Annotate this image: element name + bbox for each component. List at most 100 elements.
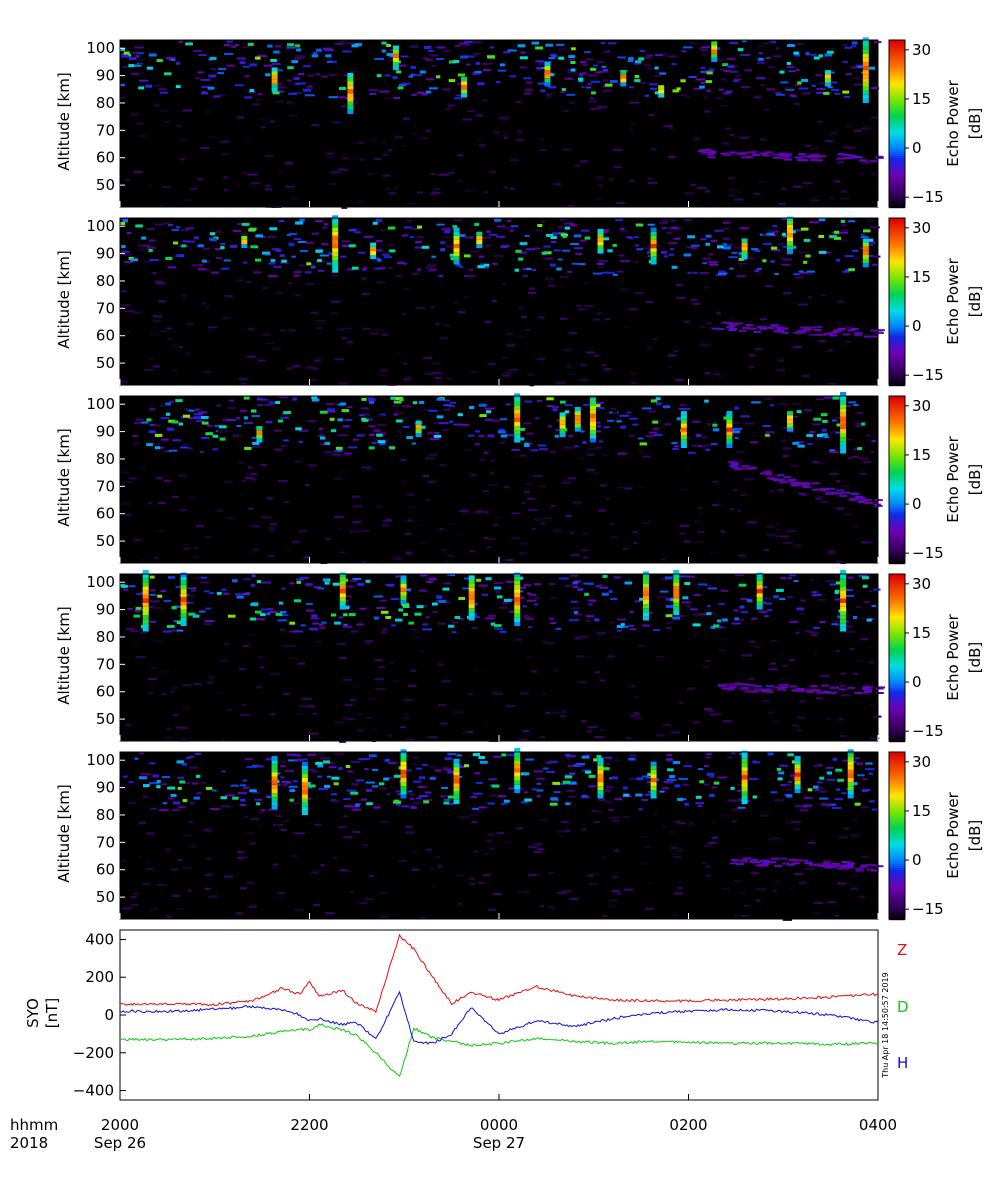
heatmap-cell: [269, 227, 278, 231]
heatmap-cell: [134, 757, 139, 760]
heatmap-cell: [178, 726, 188, 729]
heatmap-cell: [250, 818, 259, 821]
heatmap-cell: [168, 797, 174, 800]
echo-column-cell: [559, 412, 566, 417]
heatmap-cell: [303, 65, 311, 68]
heatmap-cell: [576, 763, 586, 766]
heatmap-cell: [179, 780, 186, 784]
heatmap-cell: [152, 272, 157, 274]
heatmap-cell: [438, 704, 447, 707]
heatmap-cell: [137, 244, 146, 247]
heatmap-cell: [630, 122, 637, 125]
heatmap-cell: [519, 56, 528, 60]
heatmap-cell: [307, 74, 316, 77]
heatmap-cell: [321, 621, 327, 624]
heatmap-cell: [671, 265, 678, 269]
heatmap-cell: [280, 765, 287, 768]
heatmap-cell: [252, 792, 261, 794]
heatmap-cell: [861, 127, 871, 130]
heatmap-cell: [524, 890, 530, 893]
colorbar-cell: [889, 234, 905, 237]
colorbar-tick-label: 15: [912, 624, 931, 642]
legend-label-D: D: [897, 998, 909, 1016]
heatmap-cell: [531, 269, 537, 271]
heatmap-cell: [467, 55, 475, 58]
heatmap-cell: [306, 609, 315, 612]
heatmap-cell: [564, 404, 573, 407]
heatmap-cell: [629, 685, 636, 688]
heatmap-cell: [490, 46, 495, 49]
heatmap-cell: [776, 528, 782, 531]
heatmap-cell: [593, 430, 602, 433]
heatmap-cell: [447, 171, 455, 174]
heatmap-cell: [379, 820, 390, 823]
heatmap-cell: [432, 602, 438, 606]
heatmap-cell: [602, 237, 610, 241]
y-tick-label: 80: [96, 272, 115, 290]
heatmap-cell: [167, 266, 177, 269]
heatmap-cell: [863, 690, 872, 693]
colorbar-cell: [889, 344, 905, 347]
heatmap-cell: [699, 85, 705, 89]
heatmap-cell: [813, 651, 818, 654]
heatmap-cell: [447, 104, 456, 107]
heatmap-cell: [638, 808, 644, 811]
y-tick-label: 60: [96, 327, 115, 345]
colorbar-cell: [889, 74, 905, 77]
heatmap-cell: [411, 850, 418, 853]
colorbar-cell: [889, 628, 905, 631]
heatmap-cell: [781, 263, 790, 266]
heatmap-cell: [685, 605, 692, 608]
colorbar-cell: [889, 64, 905, 67]
heatmap-cell: [873, 715, 882, 718]
colorbar-cell: [889, 200, 905, 203]
heatmap-cell: [334, 43, 344, 45]
heatmap-cell: [587, 874, 594, 877]
heatmap-cell: [704, 399, 709, 403]
heatmap-cell: [499, 118, 508, 121]
colorbar-tick-label: 30: [912, 41, 931, 59]
colorbar-cell: [889, 766, 905, 769]
heatmap-cell: [454, 97, 463, 100]
heatmap-cell: [778, 152, 787, 155]
heatmap-cell: [219, 140, 229, 143]
heatmap-cell: [834, 416, 840, 419]
heatmap-cell: [356, 623, 364, 626]
heatmap-cell: [816, 398, 825, 401]
heatmap-cell: [269, 672, 280, 675]
heatmap-cell: [854, 257, 859, 260]
heatmap-cell: [121, 245, 126, 249]
heatmap-cell: [279, 254, 285, 258]
heatmap-cell: [444, 408, 451, 411]
heatmap-cell: [836, 322, 842, 325]
heatmap-cell: [201, 421, 209, 425]
heatmap-cell: [778, 771, 785, 775]
heatmap-cell: [402, 313, 407, 316]
colorbar-cell: [889, 594, 905, 597]
echo-column-cell: [256, 434, 263, 439]
heatmap-cell: [868, 590, 873, 593]
heatmap-cell: [635, 60, 642, 64]
heatmap-cell: [751, 617, 757, 620]
heatmap-cell: [490, 622, 496, 626]
heatmap-cell: [861, 790, 869, 793]
colorbar-tick-label: 15: [912, 268, 931, 286]
heatmap-cell: [168, 400, 175, 403]
heatmap-cell: [835, 492, 844, 495]
heatmap-cell: [537, 82, 546, 85]
heatmap-cell: [644, 94, 650, 97]
heatmap-cell: [560, 233, 568, 237]
colorbar-cell: [889, 150, 905, 153]
heatmap-cell: [160, 670, 170, 673]
heatmap-cell: [537, 444, 547, 447]
heatmap-cell: [574, 317, 579, 320]
heatmap-cell: [594, 618, 600, 622]
colorbar-cell: [889, 722, 905, 725]
heatmap-cell: [686, 467, 691, 470]
heatmap-cell: [600, 729, 606, 732]
heatmap-cell: [196, 420, 204, 423]
colorbar-cell: [889, 710, 905, 713]
heatmap-cell: [665, 758, 671, 761]
heatmap-cell: [251, 445, 261, 448]
